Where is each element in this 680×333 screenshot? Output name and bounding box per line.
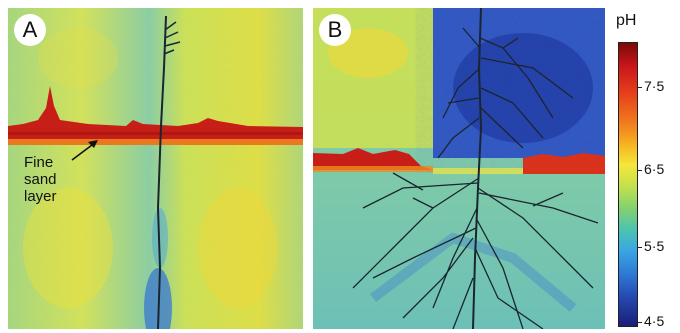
panel-b-label: B	[319, 14, 351, 46]
fine-sand-layer-annotation: Fine sand layer	[24, 154, 94, 205]
colorbar-tick-mark	[637, 87, 642, 88]
colorbar-title: pH	[616, 12, 637, 29]
colorbar-tick-label: 4·5	[644, 313, 665, 329]
panel-b-ph-map	[313, 8, 605, 329]
panel-a-label: A	[14, 14, 46, 46]
annotation-line-2: sand	[24, 171, 57, 188]
panel-a-ph-map	[8, 8, 303, 329]
colorbar-tick-label: 5·5	[644, 238, 665, 254]
root-network	[352, 8, 599, 329]
panel-b-image: B	[313, 8, 605, 329]
annotation-line-3: layer	[24, 188, 57, 205]
colorbar-tick-mark	[637, 247, 642, 248]
colorbar-tick-mark	[637, 322, 642, 323]
colorbar-tick-mark	[637, 170, 642, 171]
root-main	[156, 15, 167, 329]
ph-colorbar	[618, 42, 638, 327]
colorbar-tick-label: 7·5	[644, 78, 665, 94]
colorbar-tick-label: 6·5	[644, 161, 665, 177]
panel-a-image: A Fine sand layer	[8, 8, 303, 329]
annotation-line-1: Fine	[24, 154, 54, 171]
